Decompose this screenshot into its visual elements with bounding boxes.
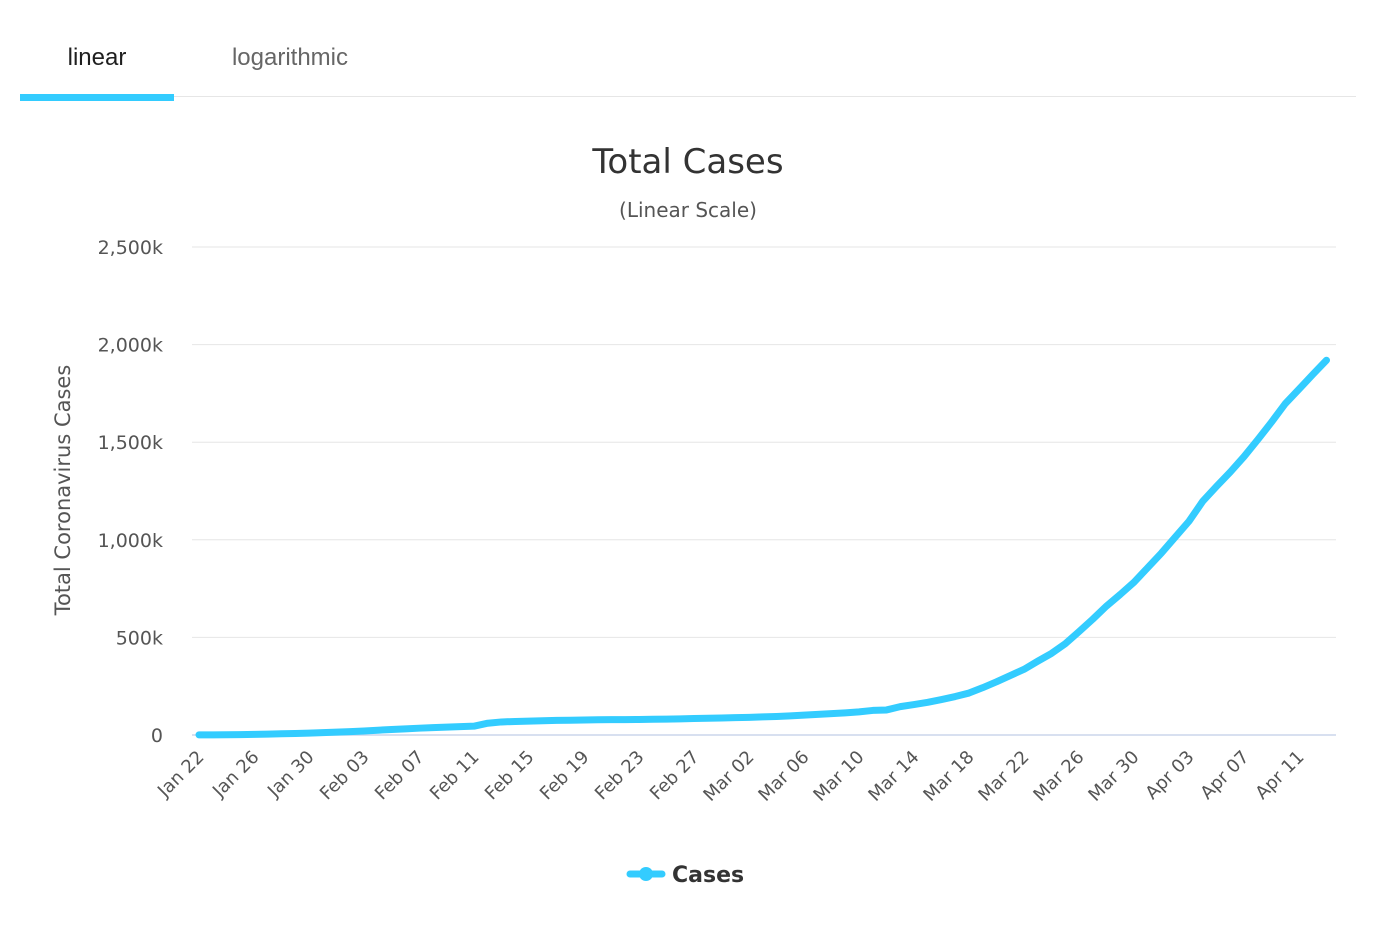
x-tick-label: Mar 26 xyxy=(1029,747,1088,806)
x-tick-label: Mar 18 xyxy=(919,747,978,806)
tab-linear[interactable]: linear xyxy=(67,44,127,71)
x-tick-label: Mar 06 xyxy=(754,747,813,806)
x-tick-label: Mar 22 xyxy=(974,747,1033,806)
x-tick-label: Feb 15 xyxy=(481,747,539,805)
y-axis-label: Total Coronavirus Cases xyxy=(51,365,75,617)
legend-symbol-marker xyxy=(639,867,653,881)
y-tick-label: 500k xyxy=(116,627,163,649)
x-tick-label: Feb 11 xyxy=(426,747,484,805)
x-tick-label: Feb 23 xyxy=(591,747,649,805)
x-tick-label: Mar 14 xyxy=(864,747,923,806)
x-tick-label: Apr 03 xyxy=(1141,747,1198,804)
scale-tabs: linear logarithmic xyxy=(20,0,1356,101)
legend-label-cases: Cases xyxy=(672,863,744,888)
grid-lines xyxy=(192,246,1336,638)
x-tick-label: Feb 27 xyxy=(646,747,704,805)
chart-title: Total Cases xyxy=(591,142,783,182)
y-tick-label: 0 xyxy=(151,725,163,747)
x-tick-label: Jan 30 xyxy=(263,747,318,802)
y-tick-labels: 0 500k 1,000k 1,500k 2,000k 2,500k xyxy=(98,237,163,747)
y-tick-label: 2,000k xyxy=(98,335,163,357)
x-tick-label: Apr 07 xyxy=(1196,747,1253,804)
x-tick-label: Feb 07 xyxy=(371,747,429,805)
legend[interactable]: Cases xyxy=(626,863,744,888)
y-tick-label: 2,500k xyxy=(98,237,163,259)
x-tick-label: Feb 19 xyxy=(536,747,594,805)
y-tick-label: 1,500k xyxy=(98,432,163,454)
active-tab-indicator xyxy=(20,94,174,101)
x-tick-label: Mar 10 xyxy=(809,747,868,806)
x-tick-label: Jan 22 xyxy=(153,747,208,802)
x-tick-label: Jan 26 xyxy=(208,747,263,802)
y-tick-label: 1,000k xyxy=(98,530,163,552)
x-tick-label: Mar 30 xyxy=(1084,747,1143,806)
series-line-cases xyxy=(195,356,1330,739)
tab-logarithmic[interactable]: logarithmic xyxy=(231,44,349,71)
x-tick-label: Feb 03 xyxy=(316,747,374,805)
x-tick-label: Apr 11 xyxy=(1251,747,1308,804)
x-tick-label: Mar 02 xyxy=(699,747,758,806)
chart-subtitle: (Linear Scale) xyxy=(619,198,757,222)
